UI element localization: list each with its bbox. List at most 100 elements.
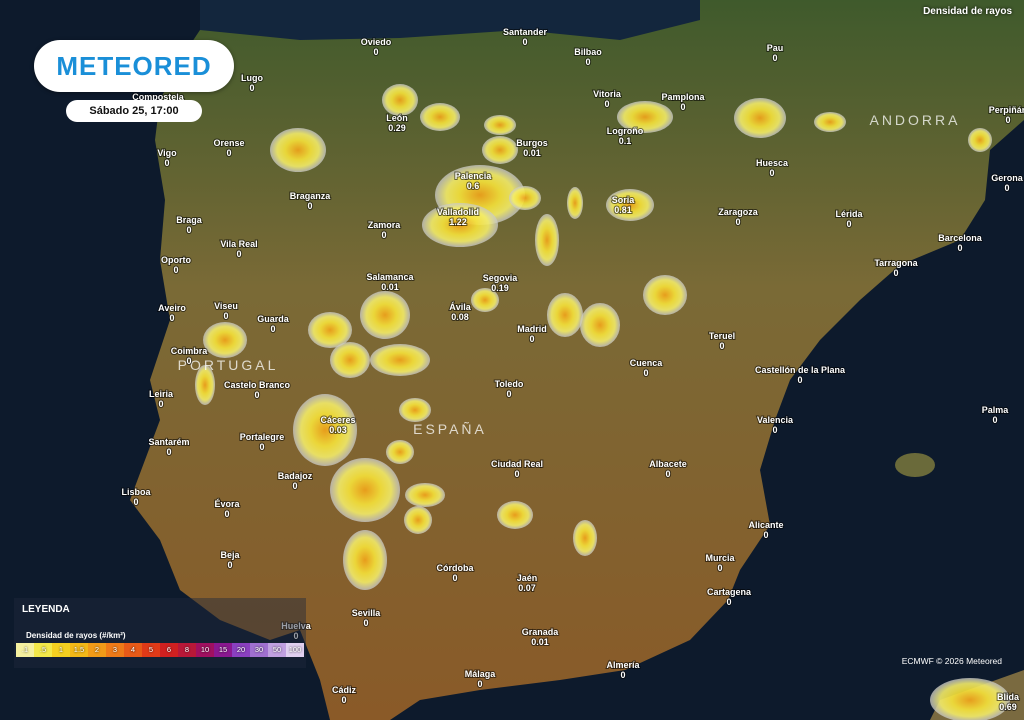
city-name: Palma	[982, 405, 1010, 415]
city-value: 0.03	[329, 425, 347, 435]
city-value: 0.19	[491, 283, 509, 293]
city-value: 0	[719, 341, 724, 351]
city-name: Coimbra	[171, 346, 209, 356]
city-name: Castelo Branco	[224, 380, 291, 390]
city-value: 0	[164, 158, 169, 168]
storm-cell	[405, 483, 445, 507]
city-value: 0	[726, 597, 731, 607]
city-name: Huesca	[756, 158, 789, 168]
city-name: Cartagena	[707, 587, 752, 597]
city-value: 0.29	[388, 123, 406, 133]
city-name: Jaén	[517, 573, 538, 583]
storm-cell	[814, 112, 846, 132]
city-name: Madrid	[517, 324, 547, 334]
city-value: 0	[585, 57, 590, 67]
storm-cell	[360, 291, 410, 339]
storm-cell	[330, 342, 370, 378]
city-name: Perpiñán	[989, 105, 1024, 115]
city-name: Aveiro	[158, 303, 186, 313]
storm-cell	[404, 506, 432, 534]
city-value: 0	[772, 53, 777, 63]
storm-cell	[270, 128, 326, 172]
city-value: 0	[341, 695, 346, 705]
city-name: Teruel	[709, 331, 735, 341]
storm-cell	[471, 288, 499, 312]
city-name: Logroño	[607, 126, 644, 136]
city-value: 0	[363, 618, 368, 628]
city-value: 0.6	[467, 181, 480, 191]
city-name: Alicante	[748, 520, 783, 530]
city-name: Segovia	[483, 273, 519, 283]
storm-cell	[734, 98, 786, 138]
city-name: Castellón de la Plana	[755, 365, 846, 375]
city-value: 0	[249, 83, 254, 93]
city-name: Braganza	[290, 191, 332, 201]
city-name: Badajoz	[278, 471, 313, 481]
city-name: Lérida	[835, 209, 863, 219]
city-value: 0	[680, 102, 685, 112]
storm-cell	[573, 520, 597, 556]
legend: LEYENDA Densidad de rayos (#/km²) .1.5 1 1…	[14, 598, 306, 668]
storm-cell	[203, 322, 247, 358]
city-name: Viseu	[214, 301, 238, 311]
storm-cell	[484, 115, 516, 135]
storm-cell	[343, 530, 387, 590]
city-name: Soria	[612, 195, 636, 205]
storm-cell	[567, 187, 583, 219]
city-value: 0	[477, 679, 482, 689]
city-value: 0	[506, 389, 511, 399]
city-value: 0	[270, 324, 275, 334]
city-value: 0	[604, 99, 609, 109]
city-name: Lugo	[241, 73, 263, 83]
legend-label: 10	[196, 643, 214, 657]
legend-label: 5	[142, 643, 160, 657]
city-value: 0	[735, 217, 740, 227]
city-value: 0	[665, 469, 670, 479]
storm-cell	[580, 303, 620, 347]
storm-cell	[386, 440, 414, 464]
legend-subtitle: Densidad de rayos (#/km²)	[26, 631, 126, 640]
city-name: Córdoba	[437, 563, 475, 573]
city-value: 0	[223, 311, 228, 321]
credit: ECMWF © 2026 Meteored	[901, 656, 1002, 666]
legend-title: LEYENDA	[22, 604, 70, 615]
storm-cell	[497, 501, 533, 529]
storm-cell	[308, 312, 352, 348]
city-name: Santander	[503, 27, 548, 37]
city-name: Burgos	[516, 138, 548, 148]
city-name: Salamanca	[366, 272, 414, 282]
city-value: 0.81	[614, 205, 632, 215]
datetime: Sábado 25, 17:00	[66, 100, 202, 122]
city-value: 0	[169, 313, 174, 323]
storm-cell	[195, 365, 215, 405]
logo[interactable]: METEORED	[34, 40, 234, 92]
city-value: 0	[769, 168, 774, 178]
legend-label: .1	[16, 643, 34, 657]
storm-cell	[293, 394, 357, 466]
city-name: Braga	[176, 215, 203, 225]
city-value: 0	[373, 47, 378, 57]
city-name: Murcia	[705, 553, 735, 563]
city-name: Portalegre	[240, 432, 285, 442]
legend-label: 1	[52, 643, 70, 657]
storm-cell	[370, 344, 430, 376]
city-value: 0	[643, 368, 648, 378]
legend-scale: .1.5 1 1.5 2 3 4 5 6 8 10 15 20 30 50 100	[16, 643, 304, 657]
city-value: 0	[514, 469, 519, 479]
legend-label: 20	[232, 643, 250, 657]
city-name: Cáceres	[320, 415, 355, 425]
city-value: 0	[173, 265, 178, 275]
region-label: ESPAÑA	[413, 421, 487, 437]
city-name: Málaga	[465, 669, 497, 679]
city-value: 0	[381, 230, 386, 240]
storm-cell	[382, 84, 418, 116]
storm-cell	[420, 103, 460, 131]
city-name: León	[386, 113, 408, 123]
city-name: Tarragona	[874, 258, 918, 268]
city-value: 0	[992, 415, 997, 425]
legend-label: 3	[106, 643, 124, 657]
city-value: 0	[452, 573, 457, 583]
city-name: Vila Real	[220, 239, 257, 249]
legend-label: 50	[268, 643, 286, 657]
